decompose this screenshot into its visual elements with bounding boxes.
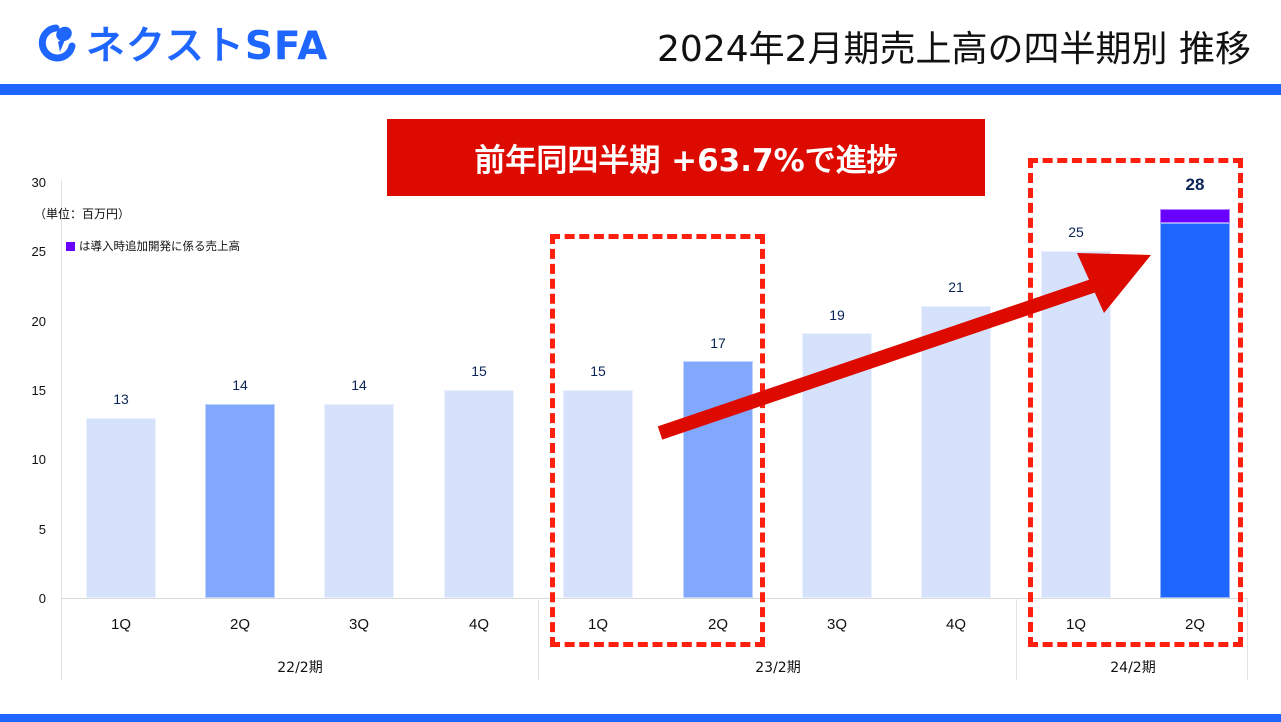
bar-value-label: 25 xyxy=(1068,224,1084,240)
y-axis xyxy=(61,180,62,680)
legend: は導入時追加開発に係る売上高 xyxy=(66,238,240,254)
bar-value-label: 19 xyxy=(829,307,845,323)
bar-22-2q xyxy=(205,404,275,598)
bar-value-label: 17 xyxy=(710,335,726,351)
x-category-label: 4Q xyxy=(468,616,489,633)
bar-value-label: 15 xyxy=(471,363,487,379)
bar-value-label: 14 xyxy=(351,377,367,393)
y-tick: 15 xyxy=(31,383,46,398)
bar-22-4q xyxy=(444,390,514,598)
legend-label: は導入時追加開発に係る売上高 xyxy=(79,239,240,253)
x-category-label: 1Q xyxy=(1065,616,1086,633)
footer-divider xyxy=(0,714,1281,722)
x-category-label: 1Q xyxy=(110,616,131,633)
x-category-label: 2Q xyxy=(1184,616,1205,633)
legend-swatch xyxy=(66,241,75,251)
x-group-label: 23/2期 xyxy=(755,660,801,676)
page-title: 2024年2月期売上高の四半期別 推移 xyxy=(657,29,1251,70)
x-group-label: 24/2期 xyxy=(1110,660,1156,676)
y-tick: 5 xyxy=(38,522,46,537)
nextsfa-logo-icon xyxy=(38,24,76,62)
bar-value-label: 13 xyxy=(113,391,129,407)
y-tick: 0 xyxy=(38,591,46,606)
x-category-label: 2Q xyxy=(229,616,250,633)
highlight-box-24-1q-2q xyxy=(1028,158,1243,647)
x-category-label: 4Q xyxy=(945,616,966,633)
x-category-label: 1Q xyxy=(587,616,608,633)
x-category-label: 3Q xyxy=(826,616,847,633)
bar-value-label: 15 xyxy=(590,363,606,379)
unit-label: （単位：百万円） xyxy=(34,207,131,221)
group-separator xyxy=(1247,598,1248,680)
x-axis xyxy=(61,598,1247,599)
bar-24-2q xyxy=(1160,223,1230,598)
logo: ネクストSFA xyxy=(36,18,329,69)
growth-callout: 前年同四半期 +63.7%で進捗 xyxy=(387,119,985,196)
bar-24-1q xyxy=(1041,251,1111,598)
highlight-box-23-1q-2q xyxy=(550,234,765,647)
header-divider xyxy=(0,84,1281,95)
y-tick: 30 xyxy=(31,175,46,190)
y-tick: 20 xyxy=(31,314,46,329)
bar-value-label: 21 xyxy=(948,279,964,295)
bar-value-label: 28 xyxy=(1185,175,1205,194)
group-separator xyxy=(538,598,539,680)
bar-value-label: 14 xyxy=(232,377,248,393)
y-tick: 25 xyxy=(31,244,46,259)
x-category-label: 3Q xyxy=(348,616,369,633)
bar-24-2q-addon xyxy=(1160,209,1230,223)
group-separator xyxy=(1016,598,1017,680)
bar-22-3q xyxy=(324,404,394,598)
header: ネクストSFA 2024年2月期売上高の四半期別 推移 xyxy=(0,0,1281,86)
bar-23-1q xyxy=(563,390,633,598)
logo-text: ネクストSFA xyxy=(86,24,329,69)
x-group-label: 22/2期 xyxy=(277,660,323,676)
y-tick: 10 xyxy=(31,452,46,467)
x-category-label: 2Q xyxy=(707,616,728,633)
bar-23-4q xyxy=(921,306,991,598)
bar-22-1q xyxy=(86,418,156,598)
